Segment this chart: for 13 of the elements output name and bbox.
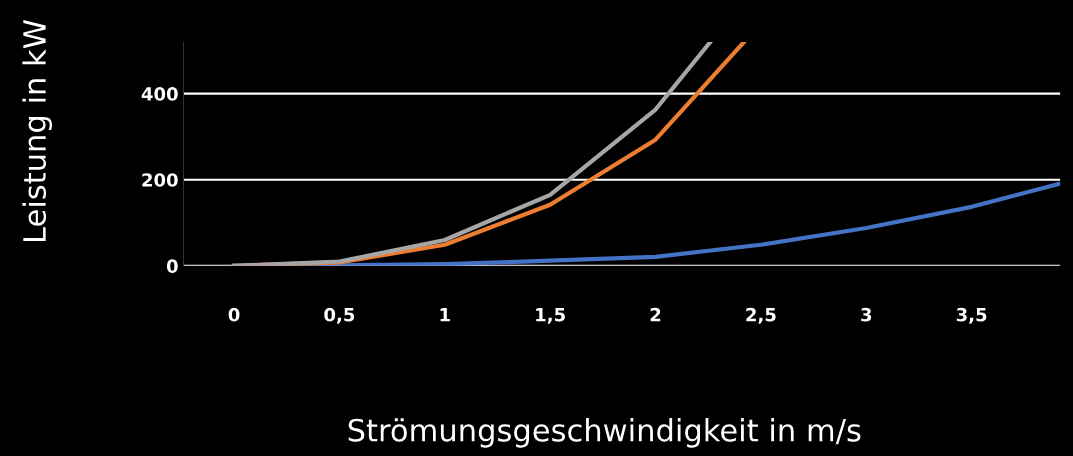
x-tick-label: 3	[861, 307, 872, 322]
x-tick-label: 2,5	[746, 307, 776, 324]
x-tick-label: 3,5	[956, 307, 987, 324]
x-axis-title: Strömungsgeschwindigkeit in m/s	[348, 418, 861, 448]
y-tick-label: 400	[141, 87, 178, 101]
x-tick-label: 1	[440, 308, 450, 322]
x-tick-label: 0	[228, 307, 240, 322]
x-tick-label: 1,5	[536, 308, 565, 324]
y-tick-label: 0	[166, 259, 178, 273]
y-axis-title: Leistung in kW	[22, 20, 52, 241]
y-tick-label: 200	[142, 173, 178, 187]
x-tick-label: 0,5	[324, 307, 355, 324]
x-tick-label: 2	[650, 307, 661, 322]
